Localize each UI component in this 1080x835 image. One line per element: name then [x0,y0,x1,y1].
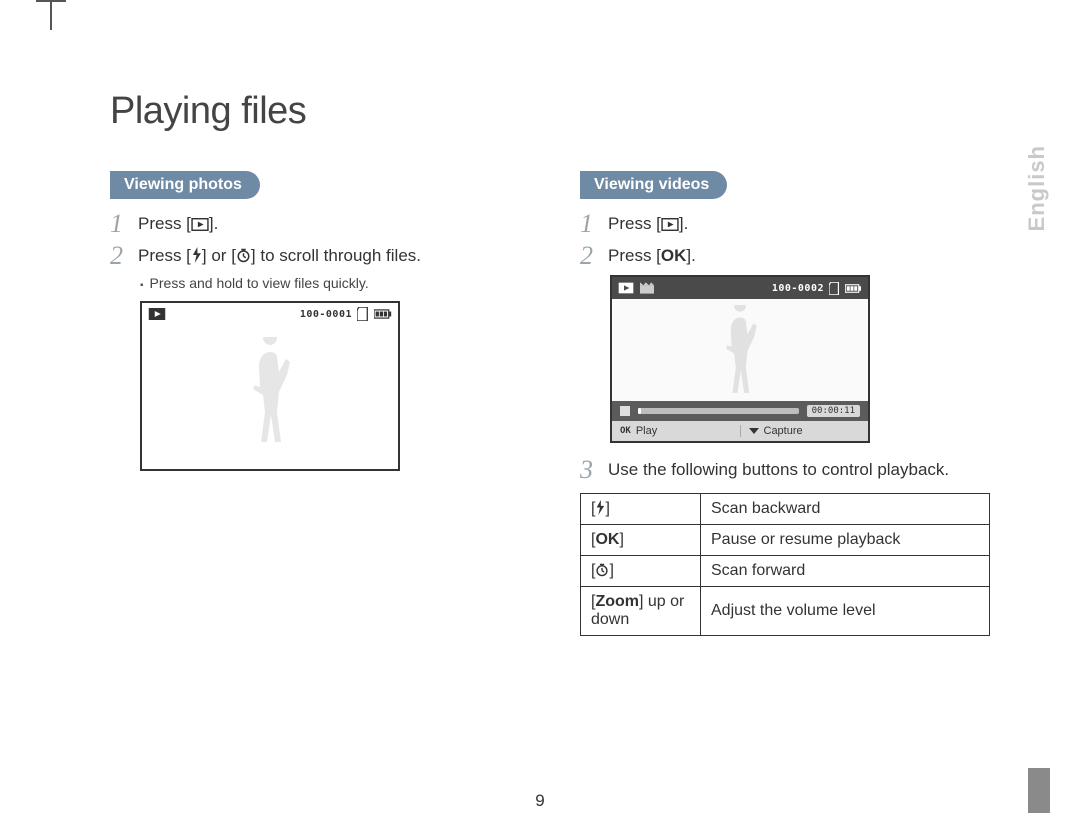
playback-icon [191,218,209,231]
ok-text: OK [661,246,687,265]
person-silhouette [714,305,766,397]
videos-step-3: 3 Use the following buttons to control p… [580,457,990,483]
table-cell-action: Scan backward [701,494,990,525]
battery-icon [845,284,862,293]
text-fragment: Press [ [138,214,191,233]
video-controls: 00:00:11 OK Play Capture [612,401,868,441]
page-title: Playing files [110,90,990,133]
playback-controls-table: [] Scan backward [OK] Pause or resume pl… [580,493,990,636]
step-number: 2 [110,243,138,269]
lcd-preview-video: 100-0002 00:00:11 [610,275,870,443]
text-fragment: ] or [ [202,246,236,265]
text-fragment: Press [ [608,214,661,233]
timer-icon [236,248,251,263]
page-number: 9 [535,791,544,811]
progress-track [638,408,799,414]
step-number: 3 [580,457,608,483]
text-fragment: ]. [686,246,695,265]
photos-step-1: 1 Press []. [110,211,520,237]
text-fragment: ]. [209,214,218,233]
videos-step-2: 2 Press [OK]. [580,243,990,269]
photos-step-2: 2 Press [ ] or [ ] to scroll through files… [110,243,520,269]
softkey-play: OK Play [612,425,740,437]
lcd-topbar: 100-0002 [612,277,868,299]
table-cell-action: Adjust the volume level [701,587,990,636]
file-number: 100-0002 [772,283,824,294]
table-row: [Zoom] up or down Adjust the volume leve… [581,587,990,636]
text-fragment: Press [ [138,246,191,265]
card-icon [829,282,840,295]
step-text: Press [OK]. [608,243,696,266]
step-number: 1 [110,211,138,237]
softkey-capture: Capture [740,425,869,437]
ok-label: OK [620,426,631,436]
step-number: 2 [580,243,608,269]
flash-icon [191,247,202,263]
two-column-layout: Viewing photos 1 Press []. 2 Press [ ] or… [110,171,990,636]
timer-icon [595,563,609,577]
table-cell-action: Scan forward [701,556,990,587]
table-cell-key: [Zoom] up or down [581,587,701,636]
playback-mode-icon [618,282,634,294]
table-row: [OK] Pause or resume playback [581,525,990,556]
table-cell-action: Pause or resume playback [701,525,990,556]
playback-mode-icon [148,307,166,321]
text-fragment: ] to scroll through files. [251,246,421,265]
table-cell-key: [] [581,556,701,587]
battery-icon [374,309,392,319]
language-tab: English [1024,145,1050,231]
step-number: 1 [580,211,608,237]
lcd-topbar-right: 100-0001 [300,307,392,321]
lcd-preview-photos: 100-0001 [140,301,400,471]
table-row: [] Scan backward [581,494,990,525]
person-silhouette [244,337,296,447]
progress-fill [638,408,641,414]
zoom-text: Zoom [595,593,639,610]
step-text: Press []. [608,211,688,234]
file-number: 100-0001 [300,309,352,320]
column-photos: Viewing photos 1 Press []. 2 Press [ ] or… [110,171,520,636]
photos-substep: Press and hold to view files quickly. [140,275,520,291]
softkey-row: OK Play Capture [612,421,868,441]
table-cell-key: [] [581,494,701,525]
flash-icon [595,500,605,515]
crop-mark [50,0,52,30]
page-content: Playing files Viewing photos 1 Press [].… [110,90,990,636]
timecode: 00:00:11 [807,405,860,417]
text-fragment: Press [ [608,246,661,265]
step-text: Use the following buttons to control pla… [608,457,949,480]
card-icon [357,307,369,321]
movie-icon [640,282,654,294]
step-text: Press []. [138,211,218,234]
column-videos: Viewing videos 1 Press []. 2 Press [OK]. [580,171,990,636]
table-row: [] Scan forward [581,556,990,587]
softkey-capture-label: Capture [764,425,803,437]
section-header-photos: Viewing photos [110,171,260,199]
step-text: Press [ ] or [ ] to scroll through files. [138,243,421,266]
progress-bar-row: 00:00:11 [612,401,868,421]
side-accent-bar [1028,768,1050,813]
lcd-topbar: 100-0001 [142,303,398,325]
ok-text: OK [595,531,619,548]
stop-icon [620,406,630,416]
section-header-videos: Viewing videos [580,171,727,199]
videos-step-1: 1 Press []. [580,211,990,237]
playback-icon [661,218,679,231]
text-fragment: ]. [679,214,688,233]
down-icon [749,428,759,434]
table-cell-key: [OK] [581,525,701,556]
softkey-play-label: Play [636,425,657,437]
lcd-topbar-right: 100-0002 [772,282,862,295]
